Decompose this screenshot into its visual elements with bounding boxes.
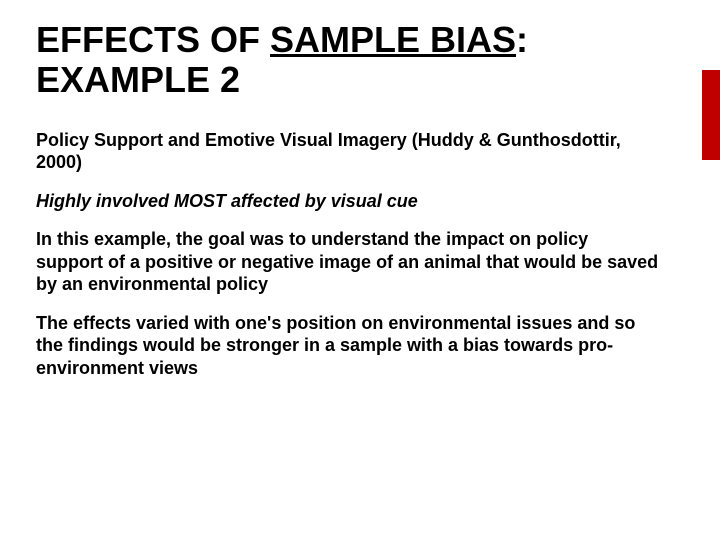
- slide-body: Policy Support and Emotive Visual Imager…: [36, 129, 660, 380]
- paragraph: In this example, the goal was to underst…: [36, 228, 660, 296]
- paragraph: Policy Support and Emotive Visual Imager…: [36, 129, 660, 174]
- slide-content-area: EFFECTS OF SAMPLE BIAS: EXAMPLE 2 Policy…: [36, 20, 660, 379]
- slide: EFFECTS OF SAMPLE BIAS: EXAMPLE 2 Policy…: [0, 0, 720, 540]
- title-underlined: SAMPLE BIAS: [270, 19, 516, 60]
- accent-bar: [702, 70, 720, 160]
- title-prefix: EFFECTS OF: [36, 19, 270, 60]
- paragraph: Highly involved MOST affected by visual …: [36, 190, 660, 213]
- slide-title: EFFECTS OF SAMPLE BIAS: EXAMPLE 2: [36, 20, 660, 101]
- paragraph: The effects varied with one's position o…: [36, 312, 660, 380]
